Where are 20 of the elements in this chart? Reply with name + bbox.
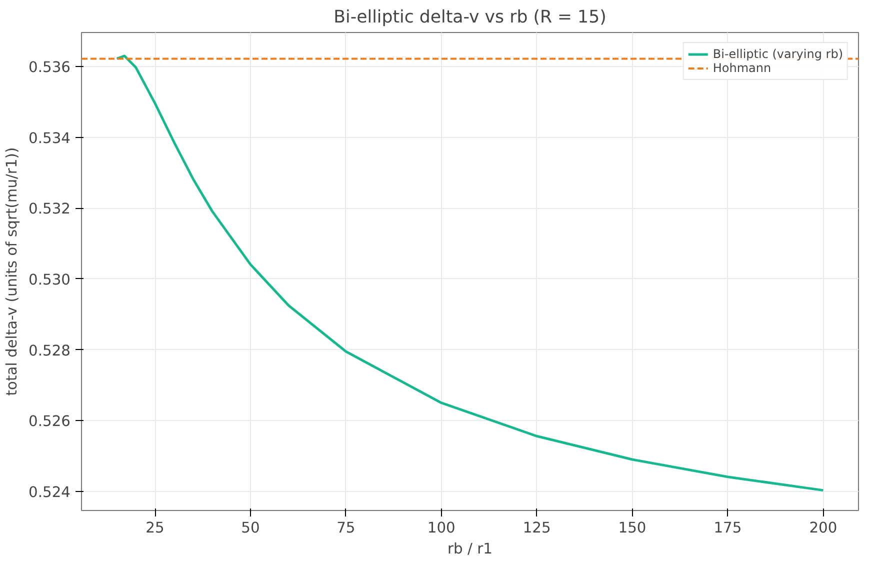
x-tick-label: 50 — [241, 520, 260, 536]
y-axis-title: total delta-v (units of sqrt(mu/r1)) — [4, 147, 21, 396]
chart-title: Bi-elliptic delta-v vs rb (R = 15) — [334, 8, 606, 28]
x-tick-label: 125 — [522, 520, 551, 536]
x-tick-label: 175 — [714, 520, 742, 536]
y-tick-label: 0.524 — [28, 484, 71, 501]
x-tick-label: 25 — [146, 520, 164, 536]
ref-line-label: Hohmann — [712, 61, 772, 75]
x-tick-label: 75 — [336, 520, 356, 536]
y-tick-label: 0.534 — [28, 130, 71, 147]
x-axis-title: rb / r1 — [448, 540, 492, 558]
y-tick-label: 0.526 — [28, 413, 71, 430]
y-tick-label: 0.536 — [28, 58, 71, 76]
x-tick-label: 200 — [809, 520, 838, 536]
legend-label: Bi-elliptic (varying rb) — [712, 47, 843, 61]
y-tick-label: 0.530 — [28, 271, 71, 288]
x-tick-label: 150 — [618, 520, 646, 536]
y-tick-label: 0.532 — [28, 200, 71, 218]
x-tick-label: 100 — [427, 520, 456, 536]
y-tick-label: 0.528 — [28, 342, 71, 360]
